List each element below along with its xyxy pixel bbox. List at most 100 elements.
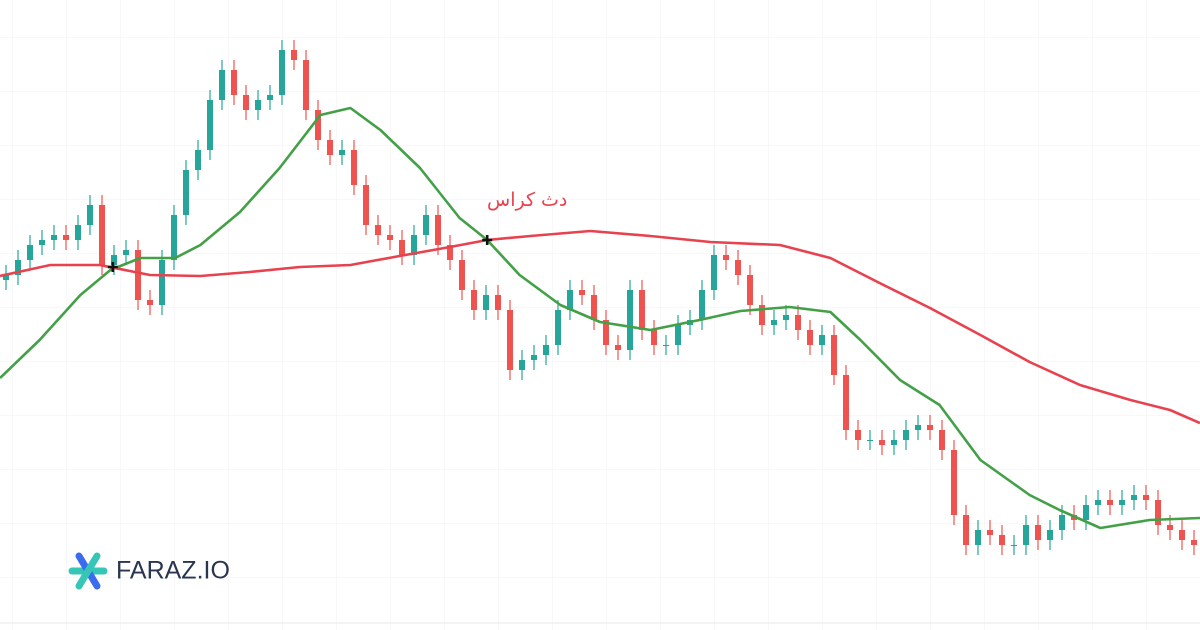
- candle-body: [927, 425, 933, 430]
- candle-body: [87, 205, 93, 225]
- candle-body: [495, 295, 501, 310]
- candle-body: [267, 95, 273, 100]
- candle-body: [411, 235, 417, 255]
- candle-body: [903, 430, 909, 440]
- candle-body: [783, 315, 789, 320]
- candle-body: [555, 310, 561, 345]
- candle-body: [471, 290, 477, 310]
- candle-body: [1023, 525, 1029, 545]
- candle-body: [279, 50, 285, 95]
- candle-body: [135, 250, 141, 300]
- cross-marker: [107, 262, 118, 272]
- candle-body: [987, 530, 993, 535]
- candle-body: [303, 60, 309, 110]
- candle-body: [291, 50, 297, 60]
- candle-body: [1107, 500, 1113, 505]
- candle-body: [891, 440, 897, 445]
- brand-name: FARAZ.IO: [116, 557, 230, 585]
- candle-body: [1155, 500, 1161, 525]
- candle-body: [1143, 495, 1149, 500]
- candle-body: [819, 335, 825, 345]
- candle-body: [603, 320, 609, 345]
- candle-body: [423, 215, 429, 235]
- candle-body: [795, 315, 801, 330]
- candle-body: [171, 215, 177, 260]
- candle-body: [243, 95, 249, 110]
- candle-body: [1059, 515, 1065, 530]
- plot: دث کراس: [0, 40, 1200, 555]
- candle-body: [255, 100, 261, 110]
- candle-body: [591, 295, 597, 320]
- candle-body: [759, 305, 765, 325]
- candle-body: [1011, 545, 1017, 546]
- candle-body: [855, 430, 861, 440]
- candle-body: [627, 290, 633, 350]
- candle-body: [1095, 500, 1101, 505]
- candle-body: [1083, 505, 1089, 520]
- candle-body: [651, 330, 657, 345]
- candle-body: [567, 290, 573, 310]
- candle-body: [39, 240, 45, 245]
- candle-body: [63, 235, 69, 240]
- candle-body: [723, 255, 729, 260]
- candle-body: [1131, 495, 1137, 500]
- candle-body: [519, 360, 525, 370]
- candle-body: [327, 140, 333, 155]
- candle-body: [879, 440, 885, 445]
- candle-body: [339, 150, 345, 155]
- candle-body: [483, 295, 489, 310]
- candle-body: [195, 150, 201, 170]
- candle-body: [435, 215, 441, 245]
- candle-body: [387, 235, 393, 240]
- candle-body: [399, 240, 405, 255]
- candle-body: [699, 290, 705, 320]
- candle-body: [1191, 540, 1197, 545]
- candle-body: [111, 255, 117, 265]
- candle-body: [1119, 500, 1125, 505]
- annotation: دث کراس: [487, 189, 567, 211]
- candle-body: [459, 260, 465, 290]
- candle-body: [531, 355, 537, 360]
- cross-marker: [482, 235, 493, 245]
- candle-body: [915, 425, 921, 430]
- logo: FARAZ.IO: [68, 552, 230, 590]
- candle-body: [867, 440, 873, 441]
- candle-body: [363, 185, 369, 225]
- candle-body: [75, 225, 81, 240]
- candle-body: [843, 375, 849, 430]
- candle-body: [315, 110, 321, 140]
- candle-body: [711, 255, 717, 290]
- candle-body: [219, 70, 225, 100]
- candle-body: [27, 245, 33, 260]
- candle-body: [951, 450, 957, 515]
- candle-body: [807, 330, 813, 345]
- candle-body: [615, 345, 621, 350]
- candle-body: [159, 260, 165, 305]
- candle-body: [183, 170, 189, 215]
- candle-body: [447, 245, 453, 260]
- candle-body: [51, 235, 57, 240]
- candle-body: [207, 100, 213, 150]
- candle-body: [1167, 525, 1173, 530]
- candle-body: [543, 345, 549, 355]
- candle-body: [939, 430, 945, 450]
- candle-body: [831, 335, 837, 375]
- logo-icon: [68, 552, 108, 590]
- candle-body: [1047, 530, 1053, 540]
- candle-body: [351, 150, 357, 185]
- candle-body: [3, 275, 9, 280]
- candle-body: [1035, 525, 1041, 540]
- candle-body: [735, 260, 741, 275]
- candle-body: [99, 205, 105, 265]
- moving-average-line: [0, 229, 1200, 425]
- candle-body: [639, 290, 645, 330]
- candle-body: [147, 300, 153, 305]
- candle-body: [231, 70, 237, 95]
- candle-body: [579, 290, 585, 295]
- moving-average-line: [0, 106, 1200, 530]
- candle-body: [663, 345, 669, 346]
- candle-body: [975, 530, 981, 545]
- candle-body: [1179, 530, 1185, 540]
